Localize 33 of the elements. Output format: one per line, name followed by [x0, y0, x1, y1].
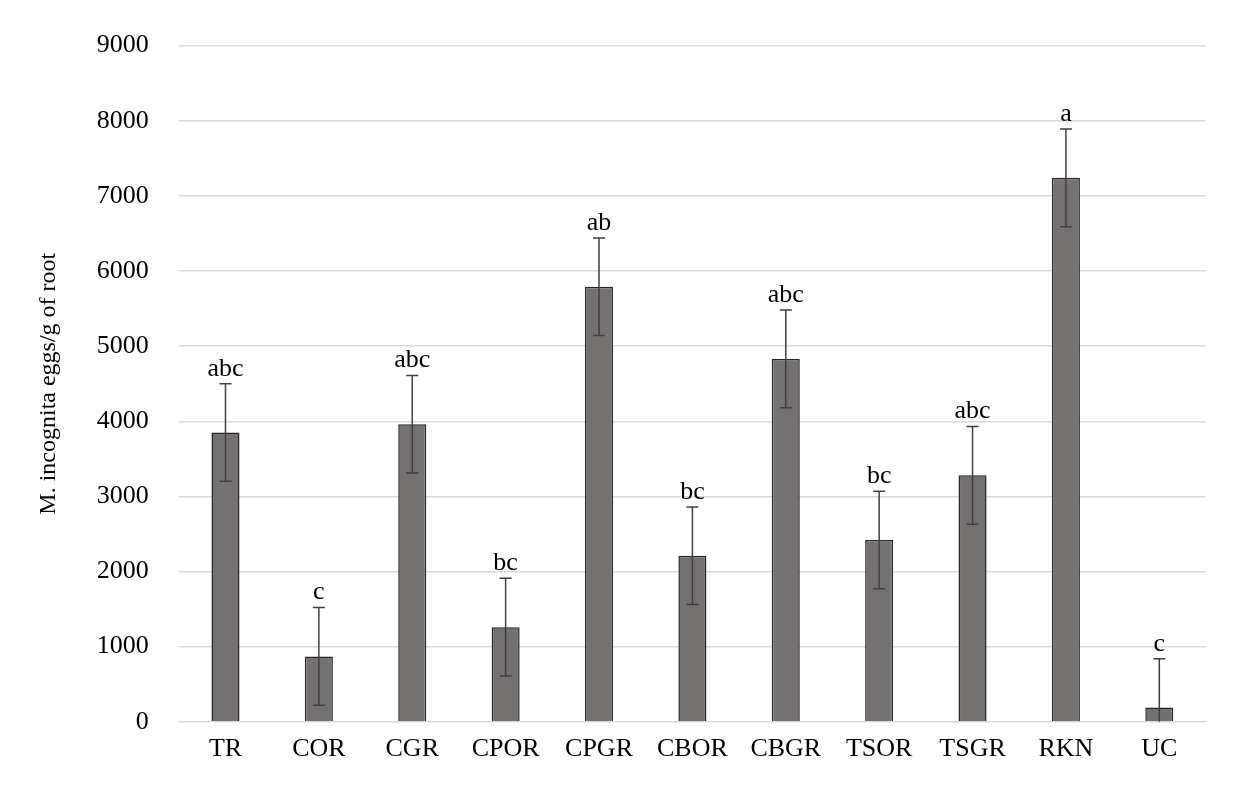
- annotation: a: [1060, 97, 1073, 127]
- annotation: abc: [767, 278, 804, 308]
- annotation: abc: [394, 344, 431, 374]
- y-tick-label: 9000: [96, 29, 149, 59]
- y-tick-label: 4000: [96, 405, 149, 435]
- annotation: bc: [493, 547, 518, 577]
- annotation: c: [313, 576, 325, 606]
- x-tick-label: CPOR: [471, 733, 541, 763]
- y-tick-label: 0: [135, 705, 149, 735]
- annotation: abc: [207, 352, 244, 382]
- y-tick-label: 8000: [96, 104, 149, 134]
- x-tick-label: TSOR: [845, 733, 914, 763]
- x-tick-label: CBOR: [656, 733, 729, 763]
- x-tick-label: CPGR: [565, 733, 634, 763]
- y-tick-label: 3000: [96, 480, 149, 510]
- annotation: c: [1153, 627, 1166, 657]
- x-tick-label: COR: [292, 733, 347, 763]
- annotation: ab: [586, 206, 612, 236]
- y-tick-label: 2000: [96, 555, 149, 585]
- annotation: bc: [680, 475, 705, 505]
- x-tick-label: CBGR: [750, 733, 822, 763]
- y-tick-label: 6000: [96, 254, 149, 284]
- y-tick-label: 1000: [96, 630, 149, 660]
- y-tick-label: 7000: [96, 179, 149, 209]
- x-tick-label: TR: [208, 733, 243, 763]
- x-tick-label: CGR: [385, 733, 440, 763]
- x-tick-label: UC: [1141, 733, 1178, 763]
- y-axis-title: M. incognita eggs/g of root: [33, 252, 60, 515]
- y-tick-label: 5000: [96, 329, 149, 359]
- x-tick-label: RKN: [1038, 733, 1094, 763]
- x-tick-label: TSGR: [939, 733, 1007, 763]
- annotation: abc: [954, 395, 991, 425]
- annotation: bc: [866, 459, 892, 489]
